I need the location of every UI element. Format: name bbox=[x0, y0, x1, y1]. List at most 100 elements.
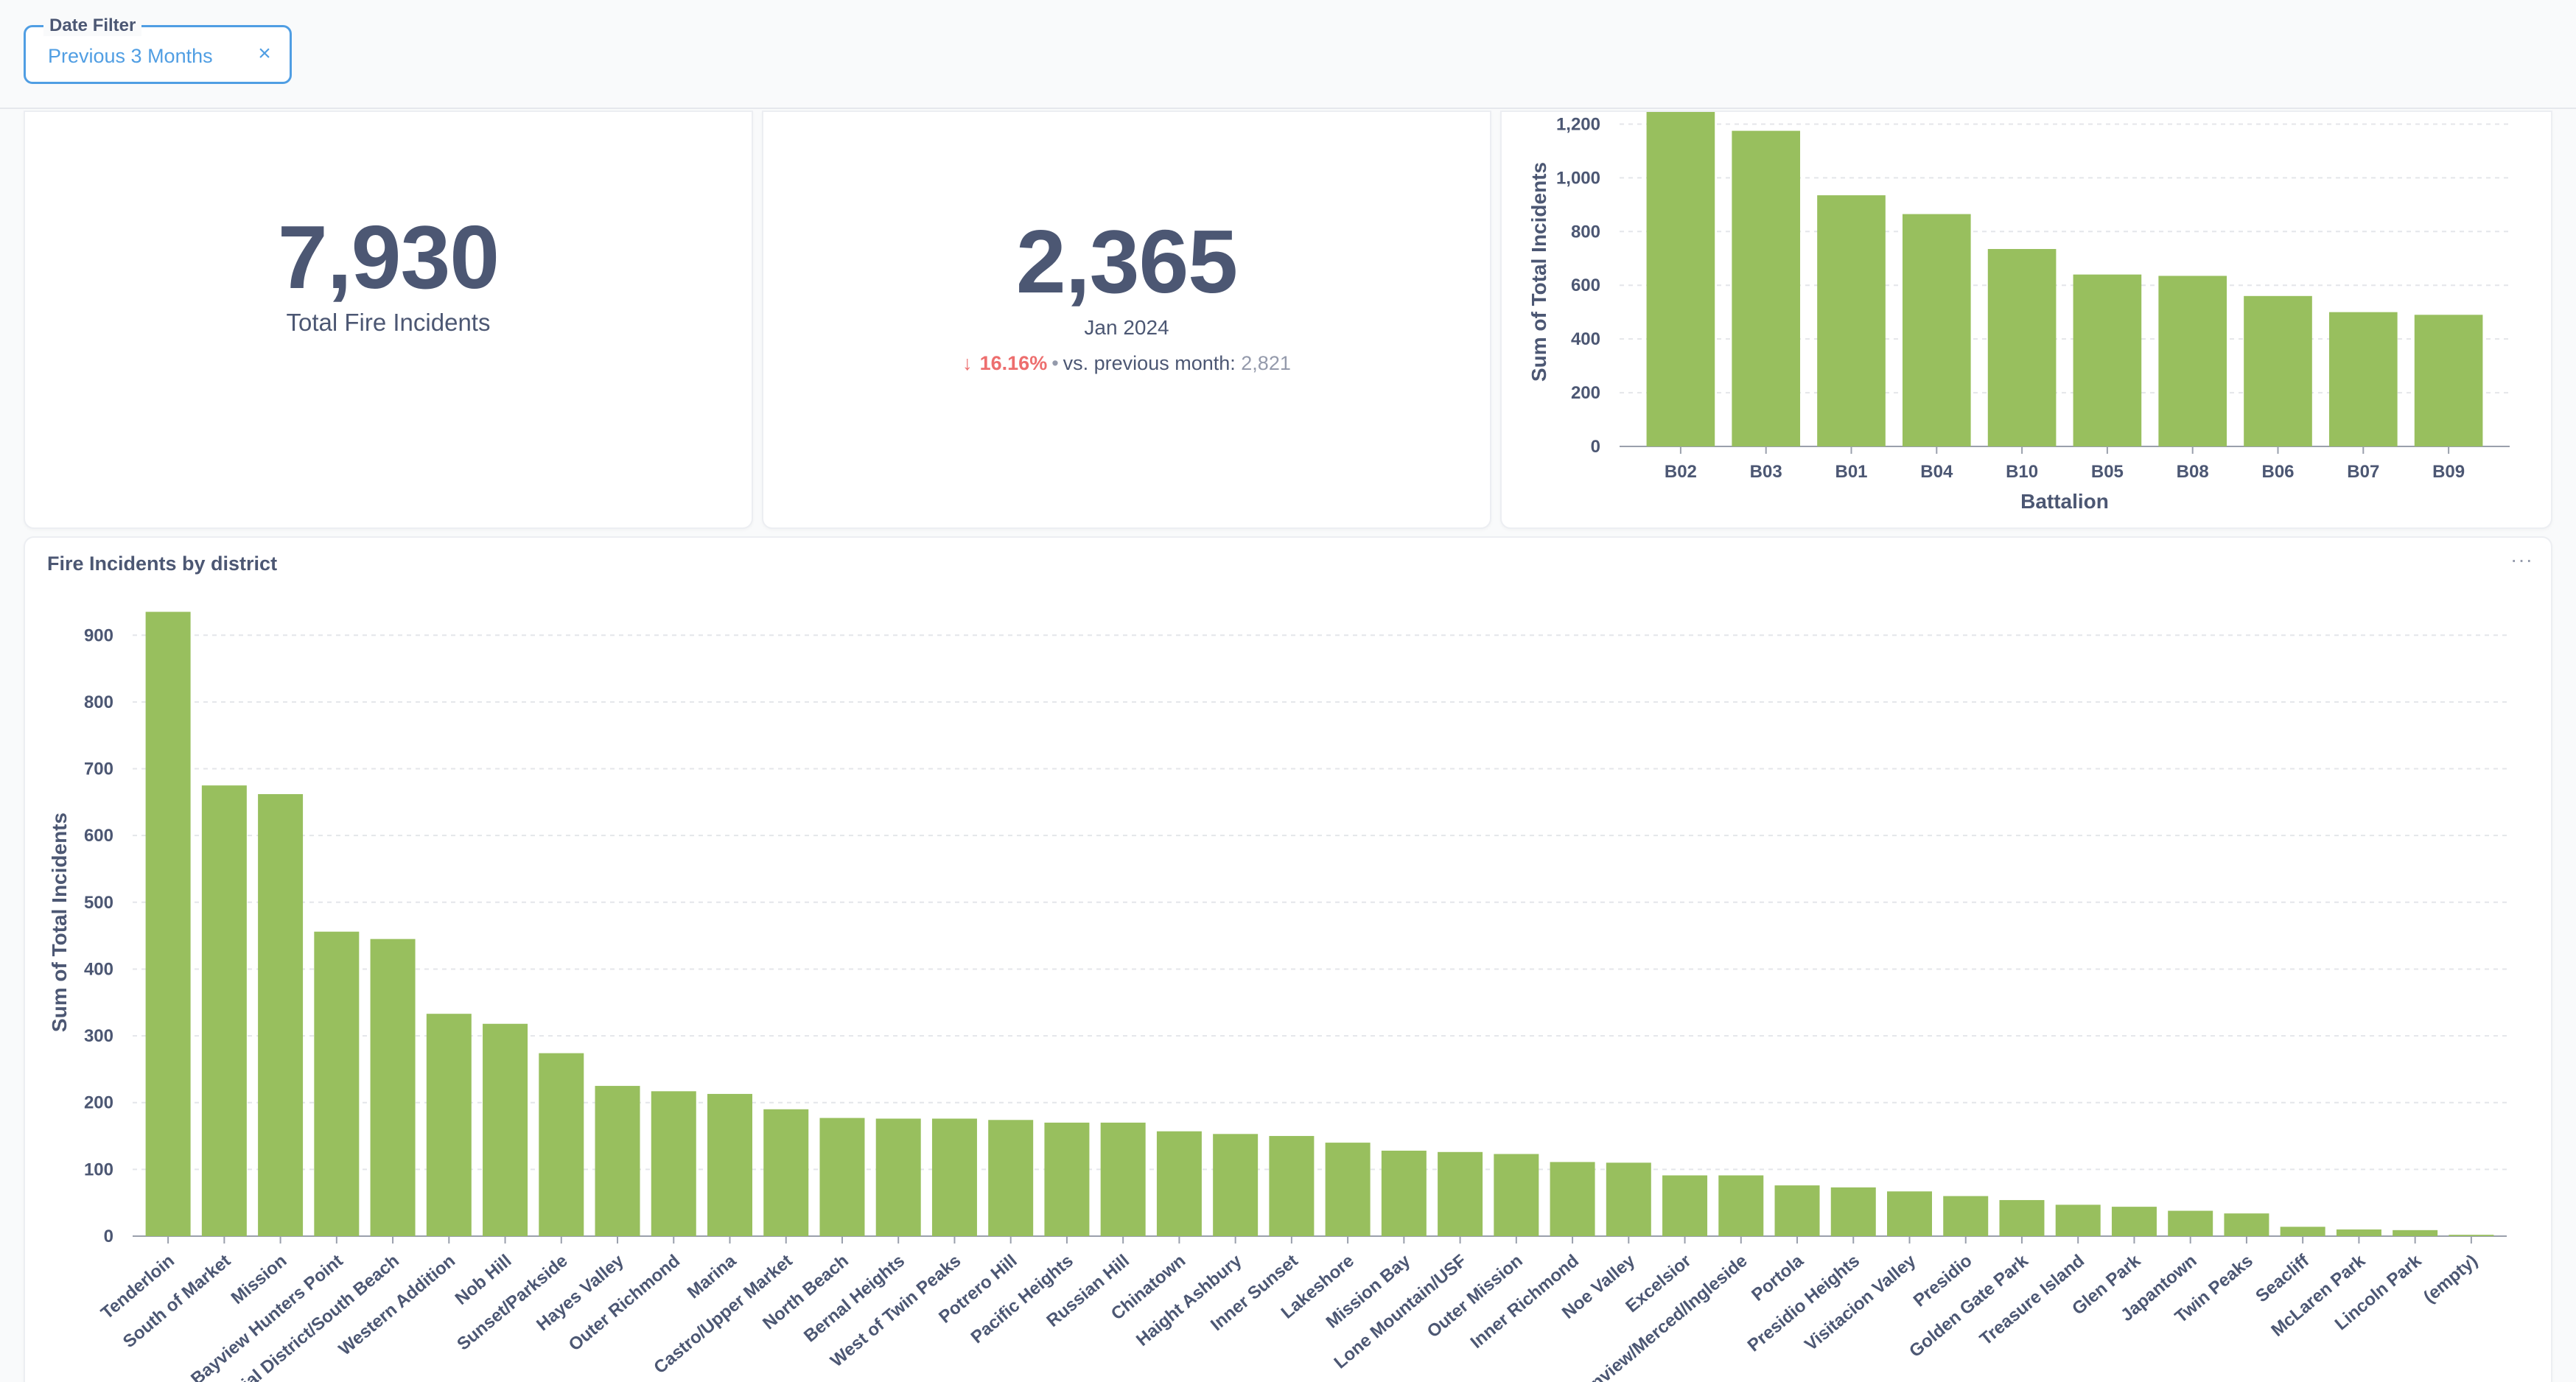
bar bbox=[1817, 195, 1886, 446]
x-tick-label: B01 bbox=[1835, 462, 1867, 482]
y-tick-label: 700 bbox=[84, 760, 113, 779]
bar bbox=[1830, 1187, 1876, 1236]
x-tick-label: B04 bbox=[1920, 462, 1953, 482]
bar bbox=[931, 1118, 977, 1236]
bar bbox=[1325, 1143, 1371, 1236]
district-bar-chart: 0100200300400500600700800900TenderloinSo… bbox=[48, 611, 2507, 1382]
y-tick-label: 0 bbox=[1591, 437, 1600, 457]
y-tick-label: 1,200 bbox=[1556, 114, 1600, 134]
bar bbox=[2280, 1227, 2325, 1236]
bar bbox=[2244, 295, 2312, 446]
bar bbox=[2055, 1204, 2101, 1236]
x-tick-label: B08 bbox=[2177, 462, 2209, 482]
y-tick-label: 400 bbox=[84, 959, 113, 979]
bar bbox=[1438, 1151, 1483, 1236]
bar bbox=[1213, 1134, 1259, 1236]
bar bbox=[2336, 1229, 2381, 1236]
battalion-chart-card: 0 200 400 600 800 1,000 1,200 B02 B03 B01 B04 B10 B0… bbox=[1500, 111, 2552, 529]
bar bbox=[1100, 1122, 1146, 1236]
x-tick-label: McLaren Park bbox=[2267, 1250, 2369, 1340]
bar bbox=[1550, 1162, 1595, 1236]
x-tick-label: Pacific Heights bbox=[967, 1251, 1077, 1347]
bar bbox=[2168, 1210, 2213, 1236]
bar bbox=[1887, 1191, 1932, 1236]
total-incidents-card: 7,930 Total Fire Incidents bbox=[24, 111, 753, 529]
bar bbox=[1662, 1175, 1708, 1236]
x-tick-label: B09 bbox=[2432, 462, 2465, 482]
close-icon[interactable]: × bbox=[258, 41, 271, 66]
district-chart-title: Fire Incidents by district bbox=[47, 553, 278, 575]
bar bbox=[1718, 1175, 1764, 1236]
bar bbox=[2393, 1230, 2438, 1236]
bar bbox=[483, 1023, 528, 1236]
x-tick-label: B06 bbox=[2261, 462, 2294, 482]
bar bbox=[707, 1093, 752, 1236]
trend-period: Jan 2024 bbox=[1084, 316, 1169, 339]
bar bbox=[2158, 276, 2227, 446]
y-tick-label: 800 bbox=[84, 692, 113, 712]
y-tick-label: 100 bbox=[84, 1160, 113, 1179]
bar bbox=[314, 931, 360, 1236]
bar bbox=[1774, 1185, 1820, 1236]
bar bbox=[1732, 130, 1801, 447]
battalion-bar-chart: 0 200 400 600 800 1,000 1,200 B02 B03 B01 B04 B10 B0… bbox=[1527, 112, 2510, 513]
x-tick-label: Oceanview/Merced/Ingleside bbox=[1554, 1251, 1751, 1382]
y-tick-label: 0 bbox=[104, 1227, 113, 1246]
x-tick-label: B03 bbox=[1750, 462, 1782, 482]
trend-previous-value: 2,821 bbox=[1241, 352, 1291, 374]
x-tick-label: (empty) bbox=[2420, 1251, 2482, 1307]
bar bbox=[1646, 112, 1715, 446]
bar bbox=[1156, 1131, 1202, 1236]
y-tick-label: 900 bbox=[84, 625, 113, 645]
total-incidents-label: Total Fire Incidents bbox=[286, 309, 491, 336]
bar bbox=[1381, 1150, 1427, 1236]
y-tick-label: 200 bbox=[1571, 383, 1600, 403]
bar bbox=[1044, 1122, 1090, 1236]
bar bbox=[2328, 312, 2398, 446]
monthly-trend-card: 2,365 Jan 2024 ↓ 16.16% • vs. previous mont… bbox=[762, 111, 1491, 529]
y-axis-title: Sum of Total Incidents bbox=[1527, 162, 1550, 382]
y-tick-label: 400 bbox=[1571, 329, 1600, 349]
y-tick-label: 600 bbox=[1571, 276, 1600, 295]
x-tick-label: Treasure Island bbox=[1976, 1251, 2088, 1350]
bar bbox=[819, 1118, 865, 1236]
bar bbox=[1494, 1154, 1539, 1236]
bar bbox=[2224, 1213, 2269, 1236]
y-tick-label: 300 bbox=[84, 1026, 113, 1046]
district-chart-card: Fire Incidents by district ··· 0 100 200 30… bbox=[24, 536, 2552, 1382]
bar bbox=[2414, 315, 2483, 446]
bar bbox=[2111, 1207, 2157, 1236]
trend-value: 2,365 bbox=[1015, 211, 1238, 312]
more-icon[interactable]: ··· bbox=[2510, 548, 2533, 571]
bar bbox=[875, 1118, 921, 1236]
trend-comparison: ↓ 16.16% • vs. previous month: 2,821 bbox=[763, 351, 1490, 376]
bar bbox=[370, 939, 416, 1236]
bar bbox=[2449, 1235, 2494, 1236]
bar bbox=[1606, 1162, 1651, 1236]
y-tick-label: 600 bbox=[84, 826, 113, 846]
trend-compare-label: vs. previous month: bbox=[1063, 352, 1236, 374]
y-tick-label: 1,000 bbox=[1556, 168, 1600, 188]
bar bbox=[539, 1053, 584, 1236]
bar bbox=[201, 785, 247, 1236]
y-tick-label: 200 bbox=[84, 1093, 113, 1113]
x-tick-label: B02 bbox=[1665, 462, 1697, 482]
bar bbox=[1269, 1136, 1315, 1236]
date-filter-widget[interactable]: Date Filter Previous 3 Months × bbox=[24, 15, 292, 84]
date-filter-value[interactable]: Previous 3 Months bbox=[48, 45, 213, 67]
bar bbox=[1902, 214, 1971, 446]
bar bbox=[145, 611, 191, 1236]
bar bbox=[1943, 1196, 1989, 1236]
y-tick-label: 800 bbox=[1571, 222, 1600, 242]
bar bbox=[426, 1014, 472, 1236]
bar bbox=[595, 1086, 640, 1236]
bar bbox=[988, 1120, 1034, 1236]
y-axis-title: Sum of Total Incidents bbox=[48, 813, 71, 1032]
bar bbox=[763, 1109, 809, 1236]
bar bbox=[1987, 249, 2057, 446]
arrow-down-icon: ↓ bbox=[962, 352, 973, 374]
bar bbox=[1999, 1200, 2045, 1236]
x-tick-label: B10 bbox=[2006, 462, 2038, 482]
bar bbox=[258, 793, 304, 1236]
x-tick-label: Outer Mission bbox=[1424, 1251, 1527, 1342]
